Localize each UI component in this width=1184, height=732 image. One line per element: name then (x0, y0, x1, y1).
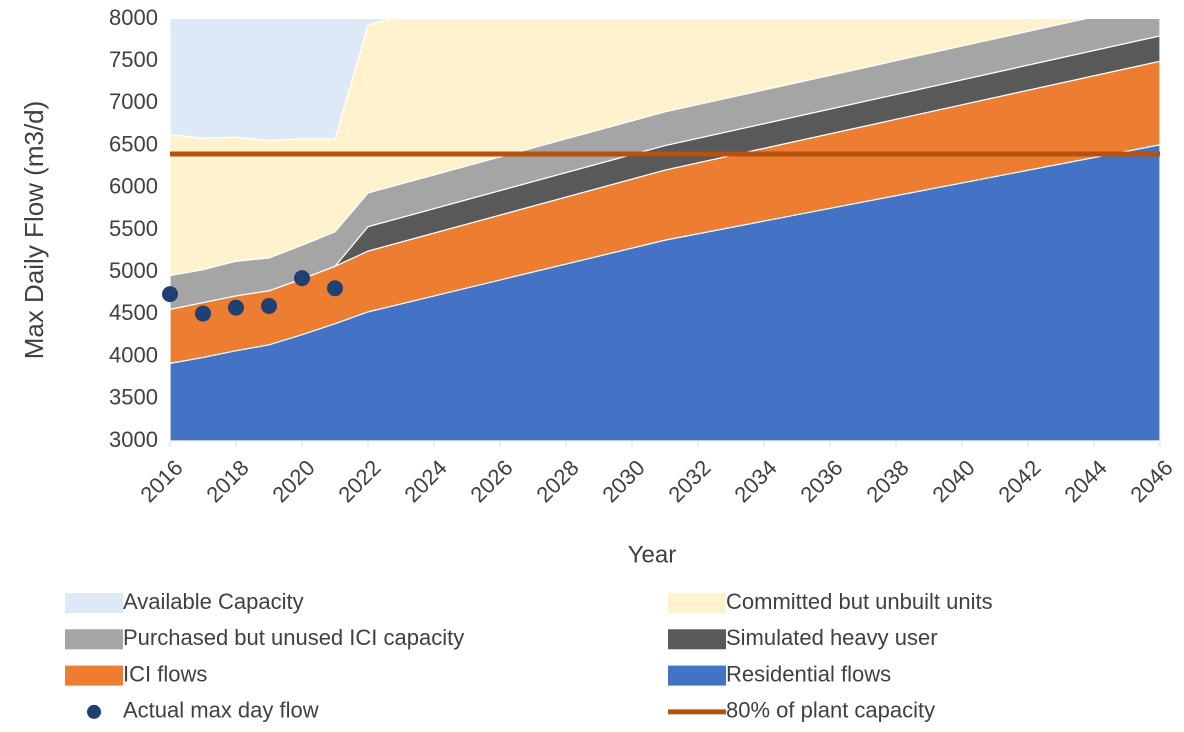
x-tick-label: 2034 (729, 455, 781, 507)
x-tick-label: 2040 (927, 455, 979, 507)
y-tick-label: 5500 (109, 216, 158, 241)
flow-point (261, 297, 277, 314)
x-tick-label: 2022 (333, 455, 385, 507)
x-tick-label: 2028 (531, 455, 583, 507)
legend-label: Residential flows (726, 661, 891, 686)
y-tick-label: 6000 (109, 174, 158, 199)
x-tick-label: 2024 (399, 455, 451, 507)
legend-swatch (65, 665, 123, 686)
legend-swatch (668, 593, 726, 613)
legend-label: 80% of plant capacity (726, 698, 935, 723)
legend-swatch (65, 629, 123, 650)
x-tick-label: 2038 (861, 455, 913, 507)
flow-point (228, 299, 244, 316)
legend-label: Available Capacity (123, 589, 304, 614)
y-axis-title: Max Daily Flow (m3/d) (19, 101, 49, 360)
legend-label: Actual max day flow (123, 698, 319, 723)
legend-swatch (65, 593, 123, 613)
flow-point (195, 305, 211, 322)
legend-label: Purchased but unused ICI capacity (123, 625, 464, 650)
legend-label: ICI flows (123, 661, 207, 686)
x-tick-label: 2026 (465, 455, 517, 507)
x-tick-label: 2036 (795, 455, 847, 507)
x-tick-label: 2030 (597, 455, 649, 507)
x-tick-label: 2032 (663, 455, 715, 507)
x-tick-label: 2018 (201, 455, 253, 507)
legend-label: Committed but unbuilt units (726, 589, 993, 614)
plot-area (170, 19, 1160, 441)
y-tick-label: 8000 (109, 5, 158, 30)
flow-point (294, 270, 310, 287)
x-tick-label: 2016 (135, 455, 187, 507)
y-tick-label: 3000 (109, 427, 158, 452)
x-axis-title: Year (628, 541, 677, 568)
flow-point (162, 286, 178, 303)
y-tick-label: 6500 (109, 131, 158, 156)
y-tick-label: 4500 (109, 300, 158, 325)
x-tick-label: 2020 (267, 455, 319, 507)
y-tick-label: 5000 (109, 258, 158, 283)
x-tick-label: 2042 (993, 455, 1045, 507)
x-tick-label: 2046 (1125, 455, 1177, 507)
y-tick-label: 7000 (109, 89, 158, 114)
legend-swatch (668, 665, 726, 686)
x-tick-label: 2044 (1059, 455, 1111, 507)
legend-swatch (668, 629, 726, 650)
stacked-area (170, 19, 392, 142)
flow-point (327, 280, 343, 297)
y-tick-label: 3500 (109, 385, 158, 410)
y-tick-label: 7500 (109, 47, 158, 72)
legend-swatch (87, 704, 101, 719)
y-tick-label: 4000 (109, 342, 158, 367)
legend-label: Simulated heavy user (726, 625, 938, 650)
